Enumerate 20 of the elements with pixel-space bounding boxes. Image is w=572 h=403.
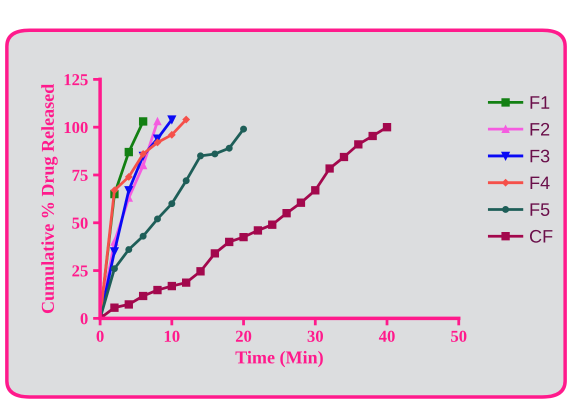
legend-label: F1 (530, 96, 550, 109)
legend-label: F2 (530, 122, 550, 136)
y-tick-label: 0 (80, 313, 88, 324)
y-tick-label: 125 (64, 74, 88, 86)
y-tick-label: 25 (72, 265, 88, 277)
legend-label: F4 (530, 176, 550, 190)
y-tick-label: 100 (64, 122, 88, 134)
y-axis-title: Cumulative % Drug Released (41, 84, 58, 314)
x-tick-label: 40 (378, 330, 395, 342)
legend-label: CF (530, 230, 552, 243)
legend-label: F5 (530, 203, 550, 216)
y-tick-label: 50 (72, 217, 88, 229)
x-tick-label: 0 (96, 330, 104, 342)
legend-label: F3 (530, 150, 550, 162)
x-tick-label: 20 (236, 330, 252, 342)
x-tick-label: 10 (164, 330, 180, 342)
y-tick-label: 75 (72, 170, 88, 181)
x-tick-label: 30 (308, 330, 323, 342)
x-axis-title: Time (Min) (235, 350, 323, 368)
x-tick-label: 50 (451, 330, 466, 342)
